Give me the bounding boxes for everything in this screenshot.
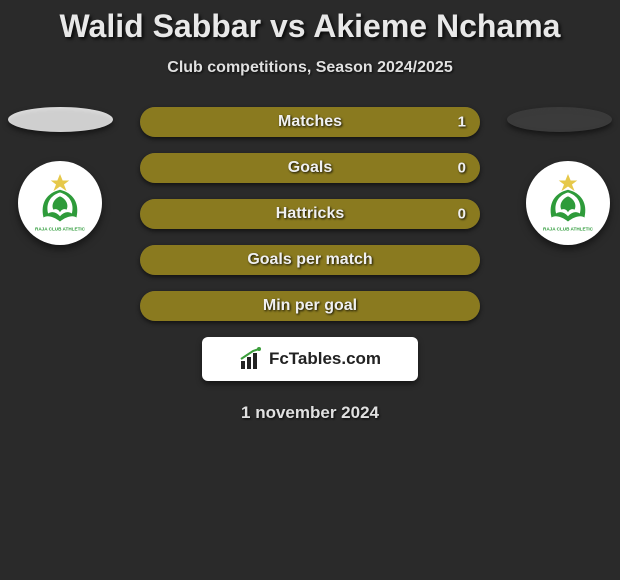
club-badge-left: RAJA CLUB ATHLETIC: [18, 161, 102, 245]
stat-row: Goals per match: [140, 245, 480, 275]
stat-label: Goals: [288, 159, 332, 177]
site-logo[interactable]: FcTables.com: [202, 337, 418, 381]
barchart-icon: [239, 347, 263, 371]
stat-label: Min per goal: [263, 297, 357, 315]
page-title: Walid Sabbar vs Akieme Nchama: [0, 0, 620, 45]
subtitle: Club competitions, Season 2024/2025: [0, 59, 620, 77]
club-crest-icon: RAJA CLUB ATHLETIC: [535, 170, 601, 236]
stat-row: Min per goal: [140, 291, 480, 321]
player-marker-left: [8, 107, 113, 132]
stats-chart: RAJA CLUB ATHLETIC RAJA CLUB ATHLETIC Ma…: [0, 107, 620, 321]
stat-value-right: 0: [458, 206, 466, 223]
stat-label: Goals per match: [247, 251, 372, 269]
stat-row: Goals 0: [140, 153, 480, 183]
stat-label: Matches: [278, 113, 342, 131]
player-marker-right: [507, 107, 612, 132]
site-label: FcTables.com: [269, 349, 381, 369]
stat-bars: Matches 1 Goals 0 Hattricks 0 Goals per match M…: [140, 107, 480, 321]
stat-row: Hattricks 0: [140, 199, 480, 229]
stat-label: Hattricks: [276, 205, 344, 223]
snapshot-date: 1 november 2024: [0, 403, 620, 423]
club-crest-icon: RAJA CLUB ATHLETIC: [27, 170, 93, 236]
stat-value-right: 1: [458, 114, 466, 131]
stat-row: Matches 1: [140, 107, 480, 137]
svg-text:RAJA CLUB ATHLETIC: RAJA CLUB ATHLETIC: [35, 227, 86, 232]
stat-value-right: 0: [458, 160, 466, 177]
club-badge-right: RAJA CLUB ATHLETIC: [526, 161, 610, 245]
svg-text:RAJA CLUB ATHLETIC: RAJA CLUB ATHLETIC: [543, 227, 594, 232]
